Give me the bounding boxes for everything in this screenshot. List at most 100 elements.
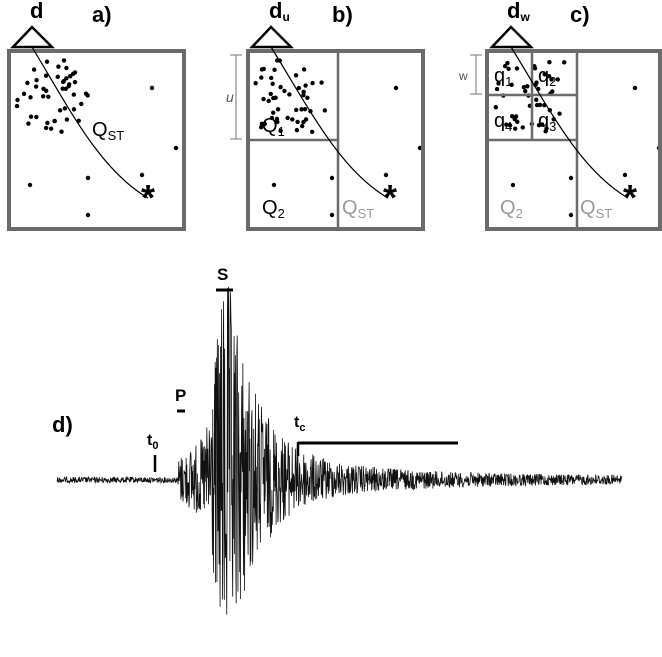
event-dot — [514, 66, 520, 71]
region-sub: 2 — [549, 74, 556, 89]
panel-d: d) S P t0 tc — [52, 265, 623, 615]
event-dot — [266, 98, 271, 104]
event-dot — [34, 114, 39, 120]
panel-label: c) — [570, 2, 590, 27]
event-dot — [536, 123, 542, 128]
event-dot — [509, 82, 514, 88]
event-dot — [532, 66, 538, 71]
panel-c: * dw c) w q1 q2 q4 q3 Q2 QST — [458, 0, 662, 231]
event-dot — [504, 122, 509, 127]
region-main: q — [494, 110, 505, 132]
event-dot — [509, 114, 515, 119]
event-dot — [300, 123, 305, 129]
event-dot — [632, 85, 638, 91]
event-dot — [523, 89, 528, 94]
event-dot — [261, 96, 266, 102]
region-sub: 2 — [516, 206, 523, 221]
station — [10, 25, 56, 49]
event-dot — [270, 81, 275, 87]
event-dot — [322, 108, 328, 113]
event-dot — [294, 107, 299, 113]
region-main: Q — [580, 197, 596, 219]
event-dot — [59, 129, 64, 134]
event-dot — [303, 117, 309, 122]
event-dot — [271, 110, 276, 115]
event-dot — [57, 108, 63, 113]
station-label: dw — [507, 0, 530, 24]
t-sub: c — [299, 422, 305, 434]
event-dot — [34, 78, 39, 83]
tc-label: tc — [294, 414, 305, 434]
event-dot — [521, 85, 527, 90]
region-main: Q — [262, 115, 278, 137]
event-dot — [547, 59, 552, 65]
station-label: d — [30, 0, 43, 23]
event-dot — [64, 117, 70, 122]
region-label: q3 — [538, 110, 556, 134]
event-dot — [72, 70, 78, 75]
event-dot — [278, 84, 283, 90]
region-sub: 1 — [278, 124, 285, 139]
event-dot — [40, 94, 46, 99]
event-dot — [46, 94, 51, 99]
event-dot — [494, 86, 500, 92]
region-main: Q — [342, 197, 358, 219]
event-dot — [173, 145, 179, 151]
event-dot — [48, 126, 54, 131]
event-dot — [299, 107, 304, 112]
event-dots — [14, 58, 662, 218]
event-dot — [549, 77, 554, 82]
region-main: q — [538, 65, 549, 87]
event-dot — [43, 73, 49, 78]
panel-a: * d a) QST — [7, 0, 186, 231]
event-dot — [253, 81, 258, 86]
panel-label: b) — [332, 2, 353, 27]
event-dot — [43, 125, 49, 131]
event-dot — [546, 74, 552, 79]
station — [249, 25, 295, 49]
event-dot — [506, 66, 511, 72]
event-dot — [268, 91, 273, 97]
event-dot — [259, 125, 264, 130]
event-dot — [85, 93, 90, 98]
event-dot — [329, 212, 335, 218]
event-dot — [309, 129, 315, 135]
event-dot — [269, 75, 274, 81]
seismogram-trace — [56, 286, 623, 615]
event-dot — [513, 126, 518, 131]
event-dot — [85, 212, 91, 218]
event-dot — [310, 80, 315, 86]
event-dot — [537, 102, 543, 108]
event-dot — [149, 85, 155, 91]
event-dot — [28, 114, 34, 119]
event-dot — [393, 85, 399, 91]
event-dot — [290, 117, 295, 122]
event-dot — [61, 58, 67, 63]
region-sub: 2 — [278, 206, 285, 221]
event-dot — [550, 89, 555, 94]
event-dot — [557, 111, 562, 116]
panel-b: * du b) u Q1 Q2 QST — [226, 0, 425, 231]
region-label: q1 — [494, 65, 512, 89]
event-dot — [55, 74, 60, 80]
event-dot — [41, 86, 46, 92]
size-label: u — [226, 89, 234, 105]
event-dot — [60, 86, 65, 91]
area-box — [7, 49, 186, 231]
source: * — [623, 177, 637, 218]
event-dot — [507, 123, 513, 128]
event-dot — [56, 64, 61, 69]
t-main: t — [147, 432, 153, 449]
event-dot — [520, 125, 525, 130]
event-dot — [305, 95, 310, 101]
event-dot — [544, 126, 549, 131]
region-label: Q2 — [262, 197, 285, 221]
station-sub: w — [519, 10, 530, 24]
event-dot — [26, 121, 31, 126]
event-dot — [515, 119, 520, 124]
region-main: Q — [92, 119, 108, 141]
region-label: q4 — [494, 110, 512, 134]
event-dot — [71, 107, 77, 112]
event-dot — [282, 88, 287, 94]
event-dot — [273, 95, 278, 100]
